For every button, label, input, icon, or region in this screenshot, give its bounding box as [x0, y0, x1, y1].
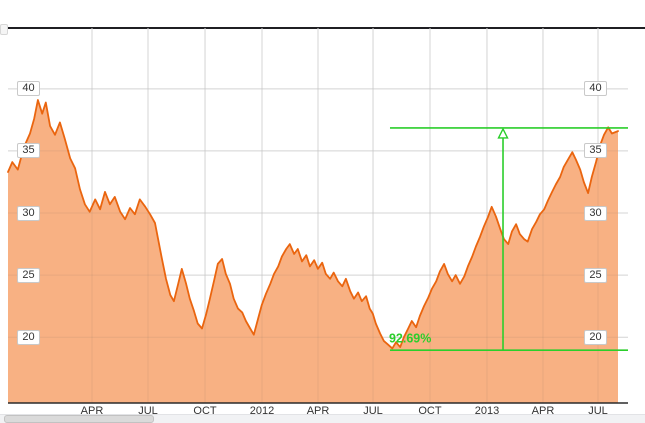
y-tick-label-right: 40	[584, 81, 607, 97]
y-tick-label-right: 25	[584, 267, 607, 283]
y-tick-label-left: 20	[17, 329, 40, 345]
y-tick-label-left: 30	[17, 205, 40, 221]
window-edge-fragment	[0, 24, 8, 35]
window-top-border	[8, 27, 645, 29]
x-tick-label: APR	[531, 405, 555, 417]
y-tick-label-left: 25	[17, 267, 40, 283]
y-tick-label-left: 35	[17, 143, 40, 159]
price-line	[7, 99, 619, 350]
x-tick-label: OCT	[418, 405, 442, 417]
gain-arrow-head-icon	[497, 127, 509, 139]
x-tick-label: APR	[306, 405, 330, 417]
y-tick-label-right: 35	[584, 143, 607, 159]
x-tick-label: JUL	[138, 405, 158, 417]
x-tick-label: 2012	[249, 405, 275, 417]
x-tick-label: 2013	[474, 405, 500, 417]
gain-annotation-label: 92.69%	[389, 331, 431, 345]
horizontal-scrollbar-track[interactable]	[0, 414, 645, 423]
x-tick-label: JUL	[588, 405, 608, 417]
price-area	[8, 100, 618, 403]
y-tick-label-left: 40	[17, 81, 40, 97]
y-tick-label-right: 20	[584, 329, 607, 345]
x-tick-label: OCT	[193, 405, 217, 417]
x-tick-label: APR	[80, 405, 104, 417]
y-tick-label-right: 30	[584, 205, 607, 221]
x-tick-label: JUL	[363, 405, 383, 417]
